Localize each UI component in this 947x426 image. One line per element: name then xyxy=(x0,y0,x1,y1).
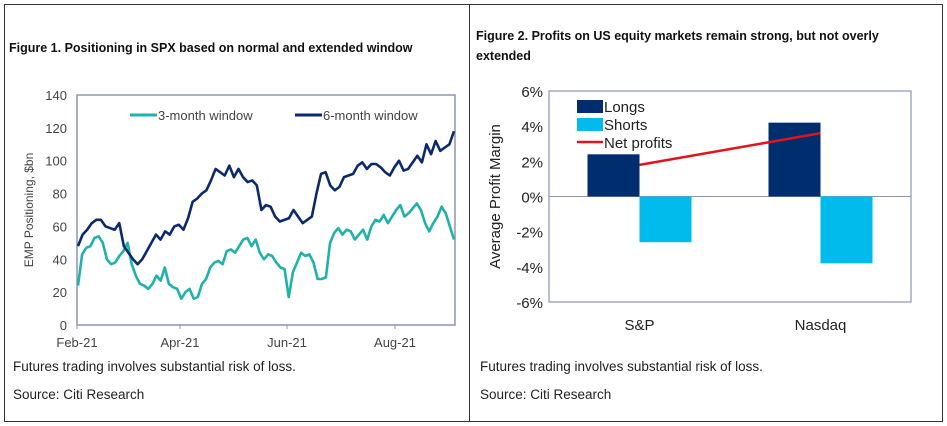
legend-label: Longs xyxy=(604,99,645,116)
figure2-chart: -6% -4% -2% 0% 2% 4% 6% Average Profit Margin S&… xyxy=(487,84,912,334)
bar-longs xyxy=(587,154,640,197)
y-tick-label: 0 xyxy=(60,318,67,333)
figure1-title: Figure 1. Positioning in SPX based on no… xyxy=(9,41,413,55)
y-tick-label: 20 xyxy=(53,285,67,300)
series-line-6-month xyxy=(76,130,456,266)
y-tick-label: 140 xyxy=(45,88,67,103)
figure2-panel: Figure 2. Profits on US equity markets r… xyxy=(470,5,942,421)
x-tick-label: Jun-21 xyxy=(267,335,307,350)
bar-shorts xyxy=(639,196,692,243)
x-tick-label: Apr-21 xyxy=(160,335,199,350)
figure2-disclaimer: Futures trading involves substantial ris… xyxy=(480,359,763,374)
y-tick-label: 60 xyxy=(53,219,67,234)
y-tick-label: 80 xyxy=(53,187,67,202)
y-tick-label: -4% xyxy=(516,260,543,277)
x-category-label: Nasdaq xyxy=(795,317,847,334)
x-category-label: S&P xyxy=(624,317,654,334)
legend-label: 6-month window xyxy=(323,108,418,123)
bar-shorts xyxy=(820,196,873,264)
series-line-3-month xyxy=(76,202,456,301)
x-tick-label: Aug-21 xyxy=(374,335,416,350)
x-tick-label: Feb-21 xyxy=(56,335,97,350)
y-tick-label: 120 xyxy=(45,121,67,136)
legend-label: Net profits xyxy=(604,135,672,152)
y-axis-label: Average Profit Margin xyxy=(487,124,504,269)
legend-swatch xyxy=(577,100,603,113)
figure1-chart: 0 20 40 60 80 100 120 140 Feb-21 Apr-21 Jun-21 Aug-… xyxy=(22,88,456,350)
y-tick-label: 100 xyxy=(45,154,67,169)
figure2-title-line1: Figure 2. Profits on US equity markets r… xyxy=(476,29,879,43)
y-tick-label: -6% xyxy=(516,295,543,312)
net-profits-line xyxy=(639,131,821,167)
legend-label: Shorts xyxy=(604,117,647,134)
figure1-source: Source: Citi Research xyxy=(13,387,145,402)
figure2-source: Source: Citi Research xyxy=(480,387,612,402)
y-tick-label: 6% xyxy=(521,84,543,101)
figure2-title-line2: extended xyxy=(476,49,531,63)
figure1-disclaimer: Futures trading involves substantial ris… xyxy=(13,359,296,374)
y-tick-label: 2% xyxy=(521,154,543,171)
y-tick-label: 4% xyxy=(521,119,543,136)
plot-area xyxy=(76,94,456,326)
y-tick-label: 0% xyxy=(521,190,543,207)
y-tick-label: 40 xyxy=(53,252,67,267)
figure-frame: Figure 1. Positioning in SPX based on no… xyxy=(4,4,943,422)
y-axis-label: EMP Positioning, $bn xyxy=(22,153,36,268)
legend-label: 3-month window xyxy=(158,108,253,123)
legend-swatch xyxy=(577,118,603,131)
figure1-panel: Figure 1. Positioning in SPX based on no… xyxy=(5,5,470,421)
y-tick-label: -2% xyxy=(516,225,543,242)
